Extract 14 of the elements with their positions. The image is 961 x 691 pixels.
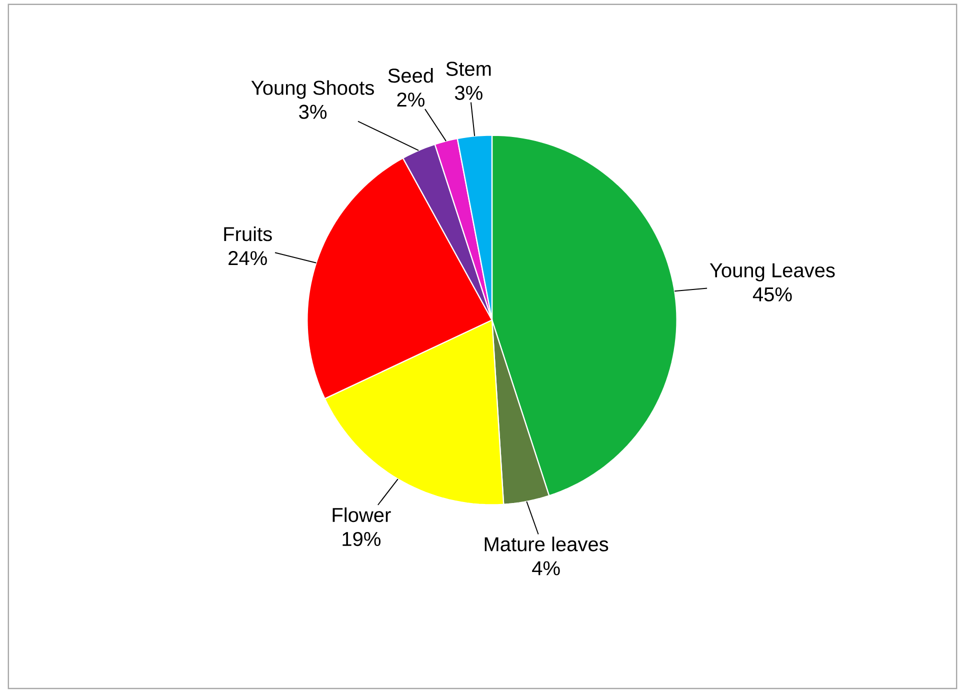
- slice-label: Mature leaves: [484, 536, 608, 552]
- data-label: 19%: [342, 532, 380, 546]
- data-label: 3%: [454, 86, 482, 100]
- slice-label: Stem: [446, 62, 491, 76]
- slice-label: Seed: [388, 68, 433, 83]
- slice-label: Fruits: [224, 226, 272, 242]
- slice-label: Young Shoots: [251, 80, 374, 99]
- slice-label: Young Leaves: [710, 263, 835, 282]
- data-label: 3%: [299, 104, 327, 119]
- data-label: 45%: [752, 287, 792, 302]
- data-label: 2%: [397, 92, 424, 107]
- data-label: 4%: [532, 561, 560, 576]
- data-label: 24%: [228, 251, 267, 266]
- slice-label: Flower: [332, 507, 391, 522]
